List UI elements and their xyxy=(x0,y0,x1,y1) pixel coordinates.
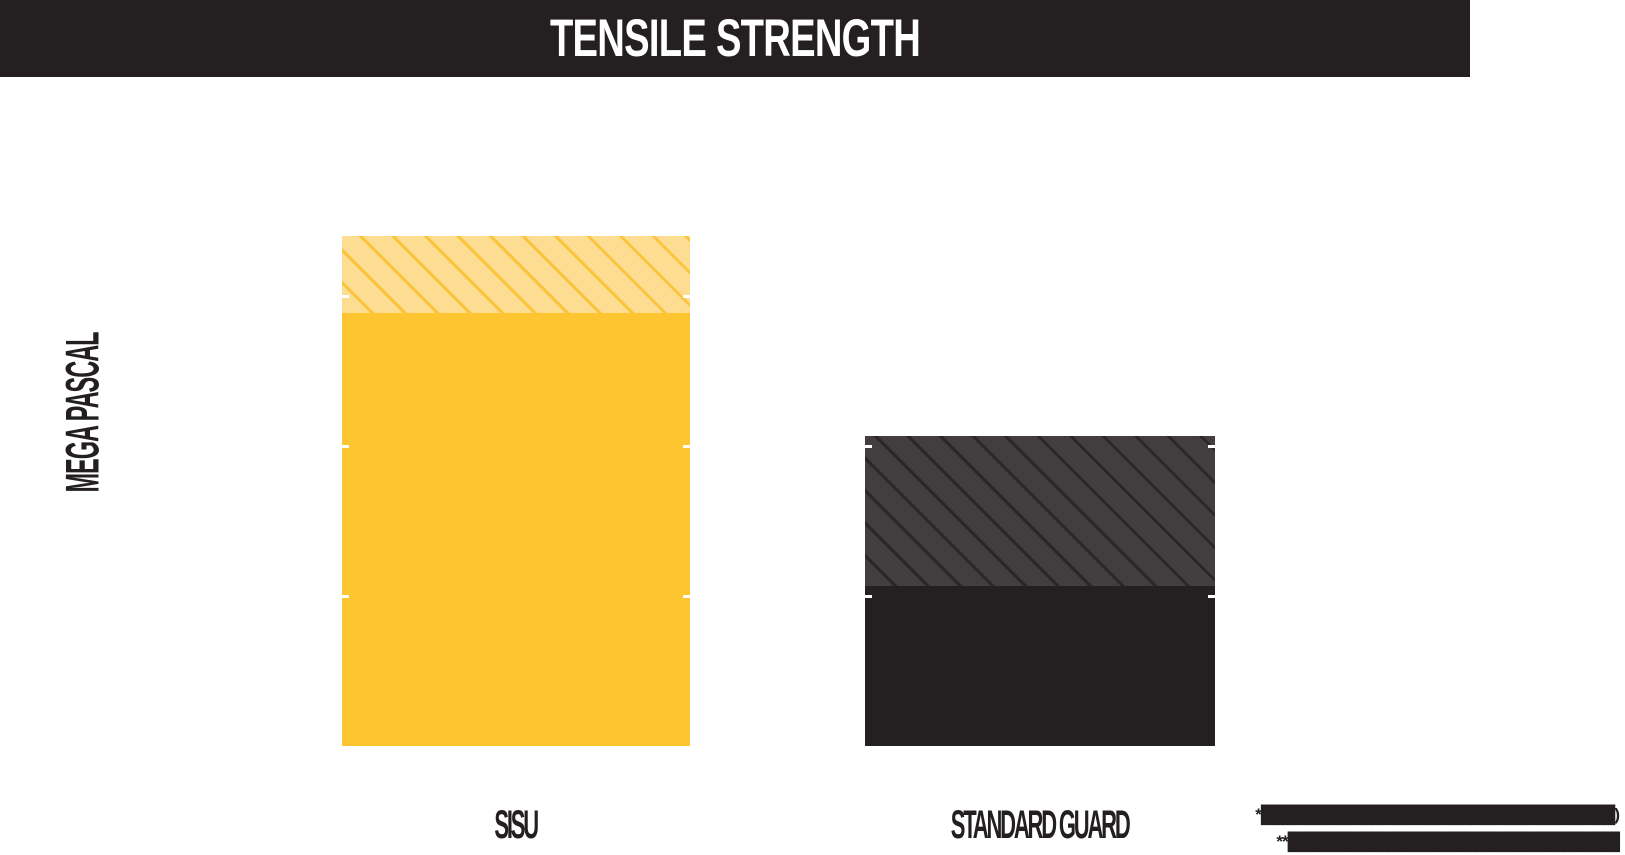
bar-solid-segment xyxy=(342,312,690,746)
chart-title-bar: TENSILE STRENGTH xyxy=(0,0,1470,77)
footnote-line-2: **██████████████████████████████ xyxy=(1276,832,1620,851)
gridline-tick xyxy=(1208,595,1215,598)
category-label-standard-guard: STANDARD GUARD xyxy=(951,803,1131,847)
footnote-line-1: *████████████████████████████████) xyxy=(1255,805,1620,824)
gridline-tick xyxy=(683,445,690,448)
gridline-tick xyxy=(342,445,349,448)
y-axis-label: MEGA PASCAL xyxy=(55,331,109,493)
gridline-tick xyxy=(1208,445,1215,448)
gridline-tick xyxy=(865,595,872,598)
gridline-tick xyxy=(683,295,690,298)
chart-title: TENSILE STRENGTH xyxy=(549,9,921,68)
bar-standard-guard xyxy=(865,0,1215,855)
gridline-tick xyxy=(342,595,349,598)
bar-sisu xyxy=(342,0,690,855)
bar-hatch-segment xyxy=(342,236,690,313)
gridline-tick xyxy=(683,595,690,598)
bar-hatch-segment xyxy=(865,435,1215,586)
gridline-tick xyxy=(865,445,872,448)
category-label-sisu: SISU xyxy=(494,803,540,847)
bar-solid-segment xyxy=(865,585,1215,746)
footnotes: *████████████████████████████████) **███… xyxy=(1255,801,1620,855)
gridline-tick xyxy=(342,295,349,298)
